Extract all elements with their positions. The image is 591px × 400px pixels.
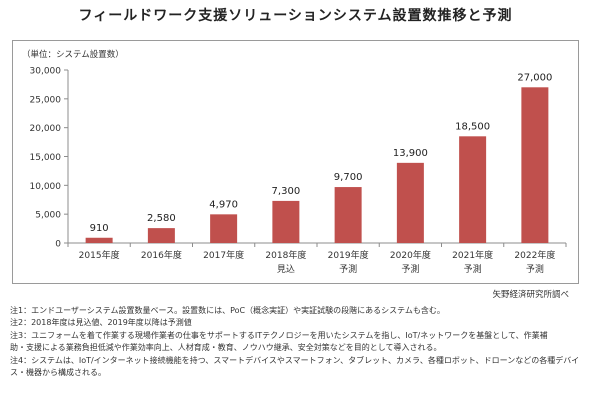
data-label: 13,900: [393, 148, 428, 159]
x-tick-label: 2015年度: [79, 249, 120, 261]
x-tick-sublabel: 予測: [401, 263, 419, 275]
bar: [272, 200, 300, 243]
note-4-continued: ス・機器から構成される。: [10, 368, 106, 378]
y-tick-label: 5,000: [35, 211, 61, 221]
data-label: 27,000: [517, 72, 552, 83]
bar: [85, 237, 113, 243]
y-tick-label: 25,000: [30, 95, 62, 105]
y-tick-label: 20,000: [30, 124, 62, 134]
x-tick-label: 2018年度: [265, 249, 306, 261]
x-tick-label: 2019年度: [328, 249, 369, 261]
y-tick-label: 30,000: [30, 67, 62, 77]
x-tick-label: 2020年度: [390, 249, 431, 261]
note-2: 注2：2018年度は見込値、2019年度以降は予測値: [10, 318, 192, 328]
note-3: 注3：ユニフォームを着て作業する現場作業者の仕事をサポートするITテクノロジーを…: [10, 330, 548, 340]
source-credit: 矢野経済研究所調べ: [492, 290, 569, 300]
y-tick-label: 15,000: [30, 153, 62, 163]
note-4: 注4：システムは、IoT/インターネット接続機能を持つ、スマートデバイスやスマー…: [10, 355, 580, 365]
bar: [396, 162, 424, 243]
x-tick-sublabel: 予測: [339, 263, 357, 275]
data-label: 7,300: [272, 186, 301, 197]
data-label: 910: [90, 223, 109, 234]
x-tick-label: 2021年度: [452, 249, 493, 261]
bar-chart: 0 5,000 10,000 15,000 20,000 25,000 30,000 910 2…: [30, 67, 567, 275]
x-tick-label: 2022年度: [514, 249, 555, 261]
unit-label: （単位：システム設置数）: [22, 50, 124, 60]
bar: [334, 187, 362, 243]
chart-frame: [12, 40, 579, 284]
x-tick-sublabel: 予測: [526, 263, 544, 275]
data-label: 4,970: [209, 199, 238, 210]
x-tick-label: 2016年度: [141, 249, 182, 261]
data-label: 2,580: [147, 213, 176, 224]
chart-title: フィールドワーク支援ソリューションシステム設置数推移と予測: [78, 8, 513, 24]
note-1: 注1：エンドユーザーシステム設置数量ベース。設置数には、PoC（概念実証）や実証…: [10, 306, 445, 315]
data-label: 9,700: [334, 172, 363, 183]
x-tick-sublabel: 見込: [277, 264, 295, 275]
note-3-continued: 助・支援による業務負担低減や作業効率向上、人材育成・教育、ノウハウ継承、安全対策…: [10, 343, 442, 353]
x-tick-sublabel: 予測: [464, 263, 482, 275]
x-tick-label: 2017年度: [203, 249, 244, 261]
bar: [210, 214, 238, 243]
bar: [147, 228, 175, 243]
y-tick-label: 10,000: [30, 182, 62, 192]
notes-section: 注1：エンドユーザーシステム設置数量ベース。設置数には、PoC（概念実証）や実証…: [10, 305, 585, 379]
y-tick-label: 0: [55, 240, 61, 250]
bar: [521, 87, 549, 243]
data-label: 18,500: [455, 121, 490, 132]
bar: [459, 136, 487, 243]
